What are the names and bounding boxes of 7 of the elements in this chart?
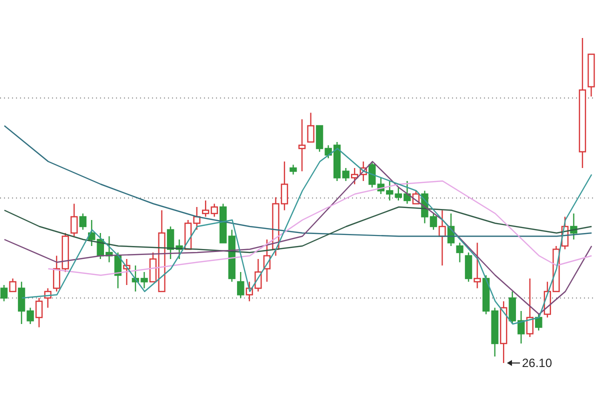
candlestick bbox=[474, 242, 481, 289]
candlestick bbox=[456, 242, 464, 263]
candlestick bbox=[578, 38, 586, 169]
candlestick bbox=[290, 164, 297, 176]
candlestick bbox=[298, 118, 306, 172]
candlestick bbox=[438, 210, 446, 266]
annotation: 26.10 bbox=[522, 356, 552, 370]
